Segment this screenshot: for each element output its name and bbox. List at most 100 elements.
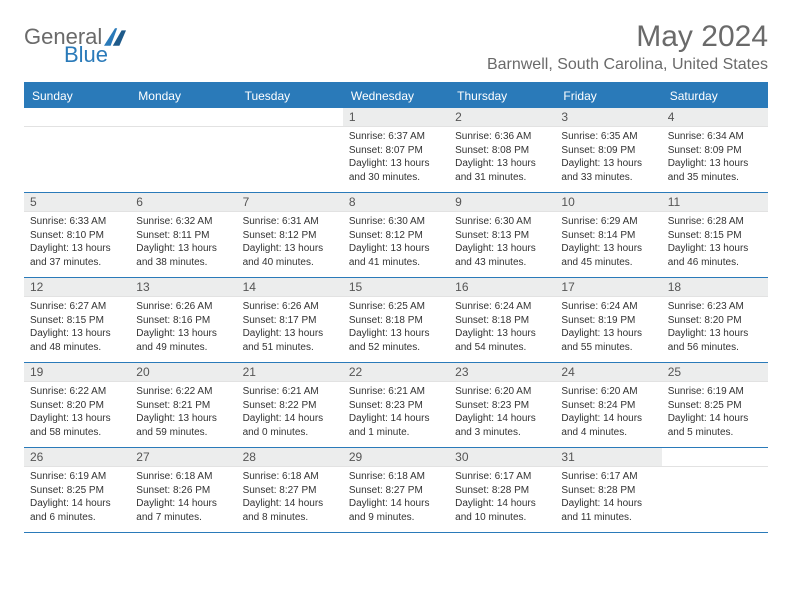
sunrise-line: Sunrise: 6:18 AM — [349, 470, 443, 484]
sunrise-line: Sunrise: 6:29 AM — [561, 215, 655, 229]
day-number: 17 — [555, 278, 661, 297]
sunset-line: Sunset: 8:28 PM — [561, 484, 655, 498]
day-info: Sunrise: 6:18 AMSunset: 8:26 PMDaylight:… — [130, 467, 236, 528]
day-number: 4 — [662, 108, 768, 127]
sunset-line: Sunset: 8:22 PM — [243, 399, 337, 413]
daylight-line: Daylight: 13 hours and 33 minutes. — [561, 157, 655, 184]
daylight-line: Daylight: 13 hours and 55 minutes. — [561, 327, 655, 354]
day-number: 15 — [343, 278, 449, 297]
day-number: 27 — [130, 448, 236, 467]
sunrise-line: Sunrise: 6:24 AM — [561, 300, 655, 314]
sunrise-line: Sunrise: 6:28 AM — [668, 215, 762, 229]
day-number: 10 — [555, 193, 661, 212]
sunset-line: Sunset: 8:08 PM — [455, 144, 549, 158]
daylight-line: Daylight: 13 hours and 41 minutes. — [349, 242, 443, 269]
day-number: 16 — [449, 278, 555, 297]
calendar-cell — [237, 108, 343, 192]
day-info: Sunrise: 6:32 AMSunset: 8:11 PMDaylight:… — [130, 212, 236, 273]
day-info: Sunrise: 6:23 AMSunset: 8:20 PMDaylight:… — [662, 297, 768, 358]
day-info: Sunrise: 6:18 AMSunset: 8:27 PMDaylight:… — [237, 467, 343, 528]
sunrise-line: Sunrise: 6:26 AM — [136, 300, 230, 314]
day-number: 29 — [343, 448, 449, 467]
sunset-line: Sunset: 8:09 PM — [561, 144, 655, 158]
logo-word-blue: Blue — [64, 44, 108, 66]
sunrise-line: Sunrise: 6:37 AM — [349, 130, 443, 144]
sunrise-line: Sunrise: 6:30 AM — [455, 215, 549, 229]
daylight-line: Daylight: 13 hours and 52 minutes. — [349, 327, 443, 354]
empty-cell — [24, 108, 130, 127]
calendar-cell: 9Sunrise: 6:30 AMSunset: 8:13 PMDaylight… — [449, 193, 555, 277]
sunrise-line: Sunrise: 6:36 AM — [455, 130, 549, 144]
calendar-cell: 18Sunrise: 6:23 AMSunset: 8:20 PMDayligh… — [662, 278, 768, 362]
day-info: Sunrise: 6:17 AMSunset: 8:28 PMDaylight:… — [449, 467, 555, 528]
sunrise-line: Sunrise: 6:17 AM — [455, 470, 549, 484]
day-number: 28 — [237, 448, 343, 467]
day-info: Sunrise: 6:20 AMSunset: 8:23 PMDaylight:… — [449, 382, 555, 443]
sunset-line: Sunset: 8:09 PM — [668, 144, 762, 158]
daylight-line: Daylight: 13 hours and 59 minutes. — [136, 412, 230, 439]
sunrise-line: Sunrise: 6:19 AM — [30, 470, 124, 484]
day-number: 18 — [662, 278, 768, 297]
daylight-line: Daylight: 14 hours and 9 minutes. — [349, 497, 443, 524]
sunset-line: Sunset: 8:18 PM — [349, 314, 443, 328]
sunrise-line: Sunrise: 6:21 AM — [349, 385, 443, 399]
day-number: 21 — [237, 363, 343, 382]
day-info: Sunrise: 6:25 AMSunset: 8:18 PMDaylight:… — [343, 297, 449, 358]
day-number: 13 — [130, 278, 236, 297]
calendar-cell: 23Sunrise: 6:20 AMSunset: 8:23 PMDayligh… — [449, 363, 555, 447]
day-header-thursday: Thursday — [449, 84, 555, 108]
sunset-line: Sunset: 8:26 PM — [136, 484, 230, 498]
sunset-line: Sunset: 8:23 PM — [349, 399, 443, 413]
sunrise-line: Sunrise: 6:33 AM — [30, 215, 124, 229]
calendar-cell: 13 Sunrise: 6:26 AMSunset: 8:16 PMDayligh… — [130, 278, 236, 362]
day-header-tuesday: Tuesday — [237, 84, 343, 108]
sunset-line: Sunset: 8:24 PM — [561, 399, 655, 413]
day-info: Sunrise: 6:33 AMSunset: 8:10 PMDaylight:… — [24, 212, 130, 273]
day-info: Sunrise: 6:28 AMSunset: 8:15 PMDaylight:… — [662, 212, 768, 273]
calendar-cell: 19Sunrise: 6:22 AMSunset: 8:20 PMDayligh… — [24, 363, 130, 447]
sunrise-line: Sunrise: 6:24 AM — [455, 300, 549, 314]
empty-cell — [130, 108, 236, 127]
empty-cell — [662, 448, 768, 467]
day-info: Sunrise: 6:30 AMSunset: 8:12 PMDaylight:… — [343, 212, 449, 273]
sunset-line: Sunset: 8:21 PM — [136, 399, 230, 413]
day-number: 23 — [449, 363, 555, 382]
calendar-cell: 16 Sunrise: 6:24 AMSunset: 8:18 PMDayligh… — [449, 278, 555, 362]
daylight-line: Daylight: 14 hours and 5 minutes. — [668, 412, 762, 439]
day-number: 24 — [555, 363, 661, 382]
day-number: 31 — [555, 448, 661, 467]
day-number: 14 — [237, 278, 343, 297]
day-number: 3 — [555, 108, 661, 127]
sunset-line: Sunset: 8:13 PM — [455, 229, 549, 243]
day-info: Sunrise: 6:19 AMSunset: 8:25 PMDaylight:… — [662, 382, 768, 443]
sunrise-line: Sunrise: 6:26 AM — [243, 300, 337, 314]
daylight-line: Daylight: 13 hours and 56 minutes. — [668, 327, 762, 354]
day-info: Sunrise: 6:22 AMSunset: 8:21 PMDaylight:… — [130, 382, 236, 443]
week-row: 12Sunrise: 6:27 AMSunset: 8:15 PMDayligh… — [24, 277, 768, 362]
sunset-line: Sunset: 8:18 PM — [455, 314, 549, 328]
daylight-line: Daylight: 13 hours and 54 minutes. — [455, 327, 549, 354]
calendar-cell: 6Sunrise: 6:32 AMSunset: 8:11 PMDaylight… — [130, 193, 236, 277]
daylight-line: Daylight: 13 hours and 48 minutes. — [30, 327, 124, 354]
calendar-cell: 17Sunrise: 6:24 AMSunset: 8:19 PMDayligh… — [555, 278, 661, 362]
day-info: Sunrise: 6:37 AMSunset: 8:07 PMDaylight:… — [343, 127, 449, 188]
day-header-saturday: Saturday — [662, 84, 768, 108]
day-number: 20 — [130, 363, 236, 382]
sunrise-line: Sunrise: 6:23 AM — [668, 300, 762, 314]
calendar-cell: 3Sunrise: 6:35 AMSunset: 8:09 PMDaylight… — [555, 108, 661, 192]
day-info: Sunrise: 6:21 AMSunset: 8:22 PMDaylight:… — [237, 382, 343, 443]
calendar-cell: 27Sunrise: 6:18 AMSunset: 8:26 PMDayligh… — [130, 448, 236, 532]
sunset-line: Sunset: 8:27 PM — [349, 484, 443, 498]
sunrise-line: Sunrise: 6:19 AM — [668, 385, 762, 399]
calendar-cell: 2Sunrise: 6:36 AMSunset: 8:08 PMDaylight… — [449, 108, 555, 192]
day-header-wednesday: Wednesday — [343, 84, 449, 108]
sunset-line: Sunset: 8:16 PM — [136, 314, 230, 328]
sunset-line: Sunset: 8:28 PM — [455, 484, 549, 498]
sunset-line: Sunset: 8:12 PM — [349, 229, 443, 243]
daylight-line: Daylight: 14 hours and 1 minute. — [349, 412, 443, 439]
day-number: 9 — [449, 193, 555, 212]
daylight-line: Daylight: 14 hours and 8 minutes. — [243, 497, 337, 524]
calendar-cell: 25Sunrise: 6:19 AMSunset: 8:25 PMDayligh… — [662, 363, 768, 447]
daylight-line: Daylight: 13 hours and 49 minutes. — [136, 327, 230, 354]
sunrise-line: Sunrise: 6:22 AM — [30, 385, 124, 399]
